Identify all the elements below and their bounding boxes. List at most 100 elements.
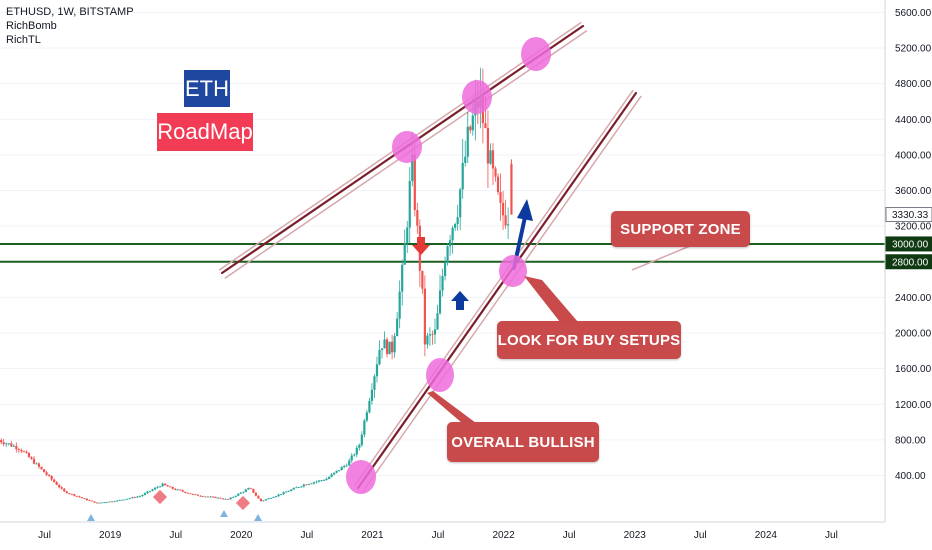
candle-body xyxy=(161,483,164,487)
candle-body xyxy=(30,457,33,459)
price-tick-label: 4800.00 xyxy=(895,79,932,90)
candle-body xyxy=(451,227,454,241)
candle-body xyxy=(396,318,399,337)
candle-body xyxy=(32,458,36,464)
candle-body xyxy=(201,496,205,497)
candle-body xyxy=(295,487,298,489)
callout-pointers xyxy=(427,276,578,423)
price-tick-label: 3600.00 xyxy=(895,186,932,197)
touch-circles xyxy=(346,37,551,494)
candle-body xyxy=(25,451,28,453)
zone-bottom-tag-bg xyxy=(885,254,932,270)
candle-body xyxy=(219,497,222,499)
candle-body xyxy=(438,290,442,314)
candle-body xyxy=(358,444,361,448)
candle-body xyxy=(254,492,258,496)
support-zone-pointer xyxy=(631,245,691,271)
indicator-richtl[interactable]: RichTL xyxy=(6,34,41,46)
bullish-callout-pointer xyxy=(427,391,476,423)
candle-body xyxy=(204,496,207,498)
candle-body xyxy=(70,493,73,495)
candle-body xyxy=(411,154,414,181)
candle-body xyxy=(363,420,366,435)
candle-body xyxy=(267,498,270,500)
candle-body xyxy=(259,498,263,502)
candle-body xyxy=(169,486,172,488)
candle-body xyxy=(449,240,452,247)
time-tick-label: Jul xyxy=(38,530,51,541)
candle-body xyxy=(350,455,353,461)
candle-body xyxy=(348,460,351,466)
candle-body xyxy=(186,492,189,494)
lower-channel-line xyxy=(356,91,638,490)
price-tick-label: 2000.00 xyxy=(895,329,932,340)
candle-body xyxy=(287,491,290,492)
price-axis[interactable]: 5600.00 5200.00 4800.00 4400.00 4000.00 3600.… xyxy=(884,0,932,522)
grid-lines xyxy=(0,11,885,476)
candle-body xyxy=(113,501,116,503)
candle-body xyxy=(179,489,182,491)
look-for-buy-callout: LOOK FOR BUY SETUPS xyxy=(497,321,681,359)
candle-body xyxy=(176,489,179,491)
candle-body xyxy=(153,487,157,490)
roadmap-badge: RoadMap xyxy=(157,113,253,151)
candle-body xyxy=(421,270,424,289)
touch-circle xyxy=(499,255,527,287)
candle-body xyxy=(148,490,152,492)
time-tick-label: 2024 xyxy=(755,530,778,541)
markers xyxy=(87,199,533,521)
candle-body xyxy=(118,500,121,501)
candle-body xyxy=(373,376,376,390)
candle-body xyxy=(239,492,242,494)
candle-body xyxy=(20,449,23,452)
candle-body xyxy=(464,156,467,163)
candle-body xyxy=(17,449,20,451)
candle-body xyxy=(277,494,280,497)
indicator-richbomb[interactable]: RichBomb xyxy=(6,20,57,32)
candle-body xyxy=(264,499,268,501)
candle-body xyxy=(181,490,184,492)
candle-body xyxy=(368,400,371,413)
candle-body xyxy=(216,497,220,499)
candle-body xyxy=(174,488,177,490)
candle-body xyxy=(78,496,81,498)
candle-body xyxy=(391,341,394,353)
candle-body xyxy=(272,497,275,498)
candle-body xyxy=(499,192,502,203)
time-tick-label: Jul xyxy=(694,530,707,541)
candle-body xyxy=(433,329,437,335)
candle-body xyxy=(317,480,321,482)
candle-body xyxy=(229,497,232,500)
time-tick-label: Jul xyxy=(563,530,576,541)
candle-body xyxy=(325,478,328,481)
candle-body xyxy=(123,499,126,501)
candle-body xyxy=(111,501,114,503)
candle-body xyxy=(401,264,404,292)
chart-legend: ETHUSD, 1W, BITSTAMP RichBomb RichTL xyxy=(6,5,134,47)
eth-badge: ETH xyxy=(184,70,230,107)
candle-body xyxy=(206,496,210,498)
candle-body xyxy=(491,150,495,169)
candle-body xyxy=(269,497,273,499)
time-axis[interactable]: Jul 2019 Jul 2020 Jul 2021 Jul 2022 Jul 2023 Jul 20… xyxy=(0,521,885,541)
candle-body xyxy=(68,493,71,494)
candle-body xyxy=(340,467,343,471)
candle-body xyxy=(237,493,240,496)
candle-body xyxy=(128,498,131,499)
signal-diamond xyxy=(235,495,251,511)
candle-body xyxy=(40,466,43,470)
candle-body xyxy=(345,465,348,467)
candle-body xyxy=(360,434,363,445)
candle-body xyxy=(199,495,202,497)
candle-body xyxy=(471,115,474,131)
candle-body xyxy=(98,502,101,504)
candle-body xyxy=(290,489,293,492)
candle-body xyxy=(48,474,51,476)
time-tick-label: Jul xyxy=(825,530,838,541)
candle-body xyxy=(307,483,310,485)
candle-body xyxy=(501,202,505,216)
candle-body xyxy=(108,501,111,503)
candle-body xyxy=(423,288,426,345)
candle-body xyxy=(285,491,288,493)
